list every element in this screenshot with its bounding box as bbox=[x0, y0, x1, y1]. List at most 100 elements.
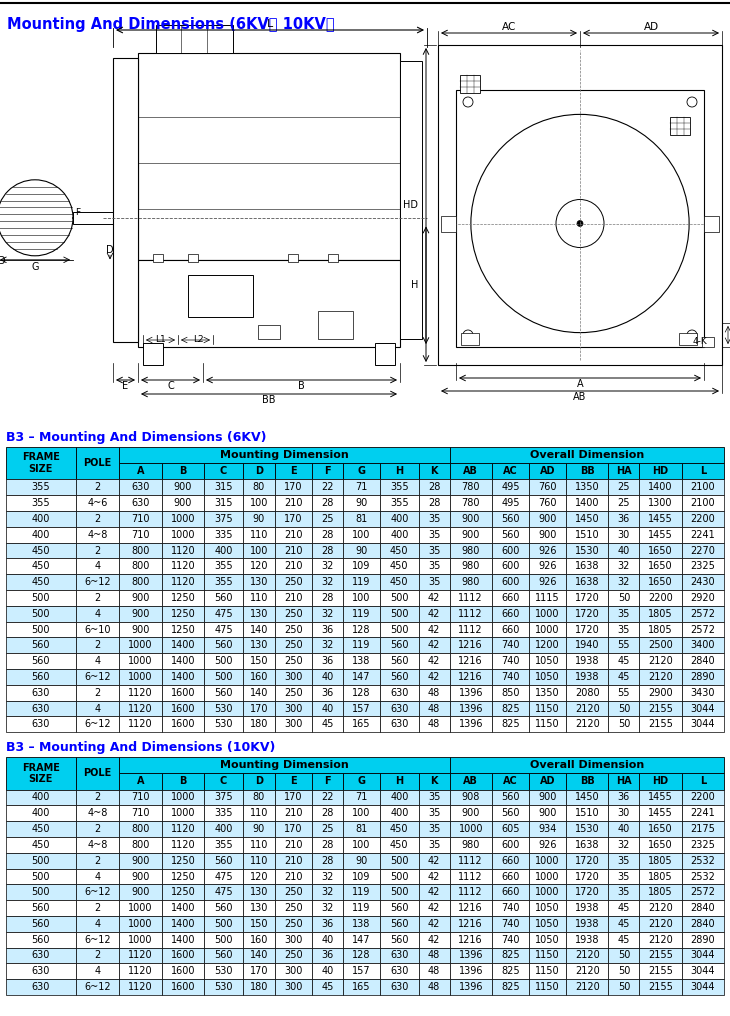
Text: 1050: 1050 bbox=[535, 672, 560, 682]
Text: 1120: 1120 bbox=[128, 719, 153, 729]
Bar bbox=[682, 716, 724, 733]
Bar bbox=[76, 932, 120, 948]
Bar bbox=[450, 574, 492, 590]
Text: AD: AD bbox=[540, 466, 556, 477]
Bar bbox=[76, 716, 120, 733]
Text: 900: 900 bbox=[539, 514, 557, 524]
Bar bbox=[120, 559, 162, 574]
Bar bbox=[243, 543, 274, 559]
Bar bbox=[76, 527, 120, 543]
Text: 48: 48 bbox=[428, 688, 440, 698]
Bar bbox=[243, 463, 274, 480]
Text: 315: 315 bbox=[214, 498, 233, 508]
Text: 900: 900 bbox=[131, 887, 150, 897]
Bar bbox=[639, 821, 682, 837]
Text: 1805: 1805 bbox=[648, 872, 673, 882]
Bar bbox=[639, 543, 682, 559]
Bar bbox=[312, 837, 343, 852]
Bar bbox=[682, 463, 724, 480]
Text: 560: 560 bbox=[214, 951, 233, 960]
Bar bbox=[274, 669, 312, 685]
Text: 170: 170 bbox=[250, 966, 268, 976]
Text: 1000: 1000 bbox=[128, 672, 153, 682]
Text: 36: 36 bbox=[321, 656, 334, 666]
Bar bbox=[418, 916, 450, 932]
Text: 500: 500 bbox=[31, 625, 50, 635]
Text: 36: 36 bbox=[618, 514, 630, 524]
Bar bbox=[120, 948, 162, 963]
Bar bbox=[529, 852, 566, 869]
Bar bbox=[343, 948, 380, 963]
Bar bbox=[529, 495, 566, 511]
Text: 926: 926 bbox=[538, 561, 557, 571]
Text: 900: 900 bbox=[174, 483, 192, 493]
Bar bbox=[639, 837, 682, 852]
Text: 35: 35 bbox=[618, 872, 630, 882]
Text: 4: 4 bbox=[94, 703, 101, 713]
Text: 1112: 1112 bbox=[458, 625, 483, 635]
Bar bbox=[274, 806, 312, 821]
Text: 2840: 2840 bbox=[691, 656, 715, 666]
Text: 800: 800 bbox=[131, 824, 150, 834]
Bar bbox=[529, 773, 566, 789]
Text: 1216: 1216 bbox=[458, 903, 483, 913]
Text: 300: 300 bbox=[284, 672, 302, 682]
Text: 2120: 2120 bbox=[575, 982, 599, 992]
Text: 1150: 1150 bbox=[535, 966, 560, 976]
Text: 900: 900 bbox=[539, 529, 557, 539]
Text: 42: 42 bbox=[428, 855, 440, 866]
Text: 1350: 1350 bbox=[535, 688, 560, 698]
Bar bbox=[120, 900, 162, 916]
Text: 4-K: 4-K bbox=[693, 336, 707, 345]
Text: 740: 740 bbox=[502, 672, 520, 682]
Text: 1455: 1455 bbox=[648, 792, 673, 803]
Bar bbox=[243, 653, 274, 669]
Text: 630: 630 bbox=[31, 951, 50, 960]
Text: 900: 900 bbox=[461, 809, 480, 818]
Text: 1805: 1805 bbox=[648, 887, 673, 897]
Bar bbox=[243, 685, 274, 701]
Text: 36: 36 bbox=[618, 792, 630, 803]
Text: 2: 2 bbox=[94, 824, 101, 834]
Text: 2: 2 bbox=[94, 855, 101, 866]
Bar bbox=[529, 622, 566, 637]
Bar bbox=[566, 622, 609, 637]
Text: 48: 48 bbox=[428, 951, 440, 960]
Bar bbox=[682, 511, 724, 527]
Bar bbox=[492, 789, 529, 806]
Bar bbox=[529, 637, 566, 653]
Text: 1150: 1150 bbox=[535, 951, 560, 960]
Bar bbox=[418, 527, 450, 543]
Bar bbox=[492, 559, 529, 574]
Bar bbox=[204, 716, 243, 733]
Bar bbox=[492, 948, 529, 963]
Bar bbox=[274, 622, 312, 637]
Text: 100: 100 bbox=[352, 593, 371, 602]
Bar bbox=[682, 685, 724, 701]
Bar bbox=[418, 637, 450, 653]
Bar bbox=[609, 869, 639, 884]
Bar bbox=[380, 463, 418, 480]
Text: 1000: 1000 bbox=[171, 809, 195, 818]
Text: 630: 630 bbox=[390, 703, 409, 713]
Text: 180: 180 bbox=[250, 982, 268, 992]
Bar bbox=[312, 852, 343, 869]
Bar bbox=[380, 511, 418, 527]
Bar bbox=[204, 606, 243, 622]
Text: 2: 2 bbox=[94, 640, 101, 650]
Text: 710: 710 bbox=[131, 514, 150, 524]
Text: F: F bbox=[75, 208, 80, 217]
Bar bbox=[274, 653, 312, 669]
Bar bbox=[418, 789, 450, 806]
Text: 450: 450 bbox=[31, 840, 50, 850]
Bar bbox=[274, 543, 312, 559]
Bar bbox=[380, 716, 418, 733]
Bar bbox=[566, 669, 609, 685]
Text: 3044: 3044 bbox=[691, 719, 715, 729]
Bar bbox=[380, 622, 418, 637]
Text: 2890: 2890 bbox=[691, 672, 715, 682]
Bar bbox=[343, 559, 380, 574]
Text: 500: 500 bbox=[214, 935, 233, 945]
Bar bbox=[566, 637, 609, 653]
Text: 2: 2 bbox=[94, 903, 101, 913]
